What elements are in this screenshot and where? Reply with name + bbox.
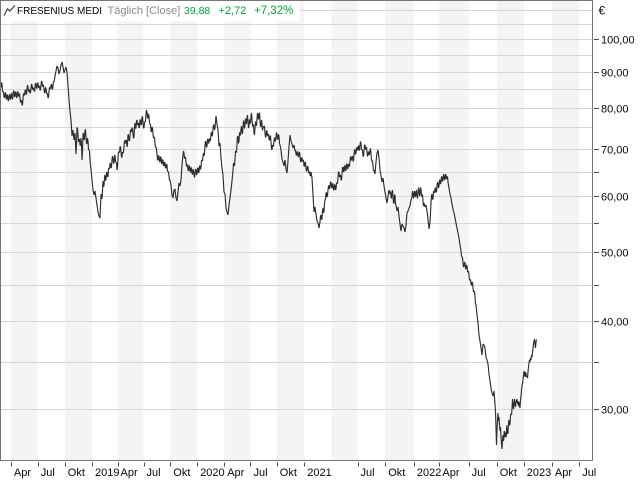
svg-text:Apr: Apr bbox=[14, 467, 31, 479]
svg-text:Apr: Apr bbox=[121, 467, 138, 479]
svg-text:39,88: 39,88 bbox=[184, 5, 210, 17]
svg-text:Okt: Okt bbox=[280, 467, 297, 479]
svg-text:Apr: Apr bbox=[555, 467, 572, 479]
svg-text:Apr: Apr bbox=[227, 467, 244, 479]
svg-text:2023: 2023 bbox=[527, 467, 551, 479]
svg-text:90,00: 90,00 bbox=[601, 68, 629, 80]
svg-text:80,00: 80,00 bbox=[601, 104, 629, 116]
svg-text:€: € bbox=[599, 4, 606, 18]
svg-text:2021: 2021 bbox=[307, 467, 331, 479]
svg-text:2022: 2022 bbox=[417, 467, 441, 479]
svg-text:100,00: 100,00 bbox=[601, 35, 635, 47]
svg-text:Täglich [Close]: Täglich [Close] bbox=[108, 5, 181, 17]
svg-text:60,00: 60,00 bbox=[601, 192, 629, 204]
svg-text:Okt: Okt bbox=[173, 467, 190, 479]
svg-text:+2,72: +2,72 bbox=[219, 5, 247, 17]
svg-text:30,00: 30,00 bbox=[601, 405, 629, 417]
svg-text:Okt: Okt bbox=[388, 467, 405, 479]
svg-text:Apr: Apr bbox=[442, 467, 459, 479]
svg-text:Jul: Jul bbox=[147, 467, 161, 479]
svg-text:FRESENIUS MEDI: FRESENIUS MEDI bbox=[17, 6, 102, 17]
svg-text:Jul: Jul bbox=[361, 467, 375, 479]
svg-text:Okt: Okt bbox=[500, 467, 517, 479]
svg-text:40,00: 40,00 bbox=[601, 317, 629, 329]
svg-text:Jul: Jul bbox=[472, 467, 486, 479]
svg-text:50,00: 50,00 bbox=[601, 248, 629, 260]
svg-text:70,00: 70,00 bbox=[601, 145, 629, 157]
svg-text:2020: 2020 bbox=[200, 467, 224, 479]
svg-text:Jul: Jul bbox=[41, 467, 55, 479]
svg-text:Jul: Jul bbox=[254, 467, 268, 479]
svg-text:+7,32%: +7,32% bbox=[254, 5, 293, 17]
svg-text:Okt: Okt bbox=[68, 467, 85, 479]
svg-text:Jul: Jul bbox=[582, 467, 596, 479]
svg-text:2019: 2019 bbox=[95, 467, 119, 479]
